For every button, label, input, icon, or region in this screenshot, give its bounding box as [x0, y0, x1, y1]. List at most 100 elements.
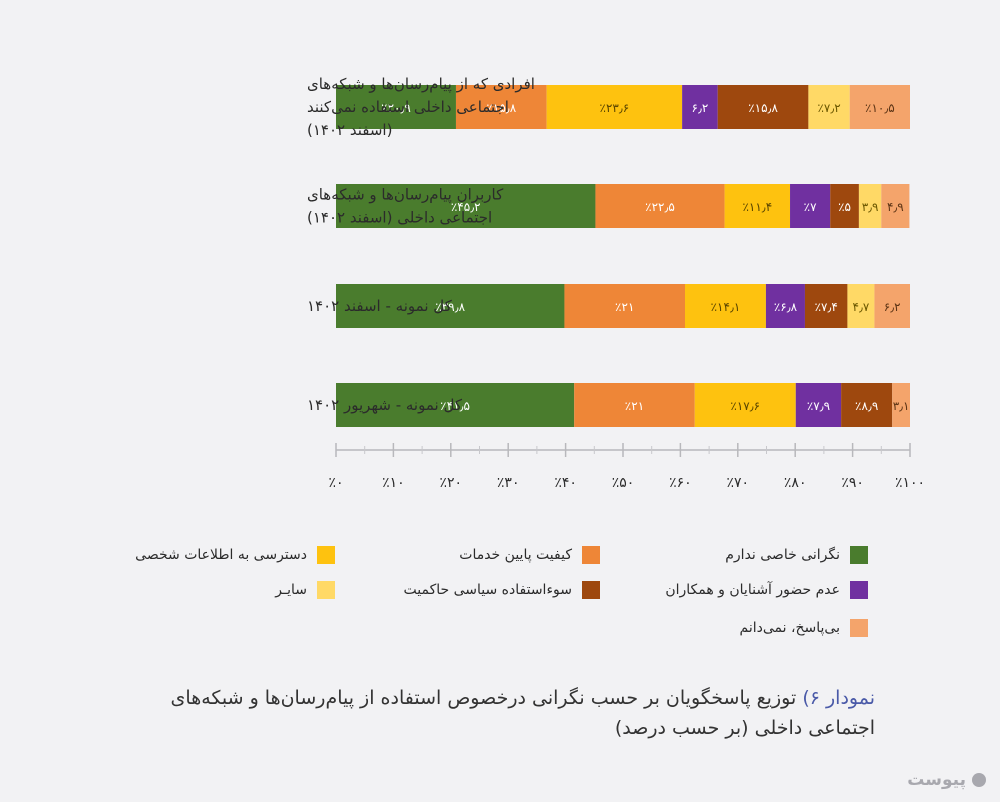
- data-label: ٪۷٫۲: [817, 101, 840, 115]
- bar-segment: [892, 383, 910, 427]
- data-label: ٪۲۳٫۶: [600, 101, 630, 115]
- logo-text: پیوست: [907, 770, 966, 790]
- bar-segment: [682, 85, 718, 129]
- legend-item: بی‌پاسخ، نمی‌دانم: [740, 616, 868, 640]
- category-label: افرادی که از پیام‌رسان‌ها و شبکه‌های: [307, 75, 535, 94]
- bar-segment: [717, 85, 809, 129]
- data-label: ٪۱۴٫۱: [711, 300, 741, 314]
- bar-segment: [874, 284, 910, 328]
- bar-segment: [564, 284, 685, 328]
- x-tick-label: ٪۰: [328, 475, 343, 491]
- legend-label: دسترسی به اطلاعات شخصی: [135, 547, 307, 563]
- data-label: ٪۸٫۹: [855, 399, 878, 413]
- data-label: ٪۱۰٫۵: [865, 101, 895, 115]
- x-tick-label: ٪۵۰: [612, 475, 635, 491]
- legend-label: بی‌پاسخ، نمی‌دانم: [739, 620, 840, 636]
- bar-segment: [336, 85, 456, 129]
- data-label: ٪۱۱٫۴: [742, 200, 772, 214]
- x-tick-label: ٪۹۰: [841, 475, 864, 491]
- bar-segment: [808, 85, 850, 129]
- data-label: ٪۱۷٫۶: [730, 399, 760, 413]
- bar-segment: [765, 284, 805, 328]
- data-label: ٪۷٫۴: [815, 300, 838, 314]
- bar-segment: [858, 184, 882, 228]
- site-logo: پیوست: [907, 770, 986, 790]
- legend-swatch: [317, 581, 335, 599]
- category-label: کل نمونه - اسفند ۱۴۰۲: [307, 297, 453, 315]
- x-tick-label: ٪۱۰۰: [895, 475, 925, 491]
- data-label: ۳٫۱: [893, 399, 910, 413]
- bar-segment: [694, 383, 796, 427]
- bar-segment: [546, 85, 683, 129]
- bar-segment: [790, 184, 831, 228]
- data-label: ٪۳۹٫۸: [435, 300, 465, 314]
- data-label: ٪۶٫۸: [774, 300, 798, 314]
- legend-item: سایـر: [275, 578, 335, 602]
- bar-segment: [336, 184, 596, 228]
- caption-text: توزیع پاسخگویان بر حسب نگرانی درخصوص است…: [170, 687, 875, 739]
- legend-label: سوءاستفاده سیاسی حاکمیت: [403, 582, 572, 598]
- stacked-bar-chart: ٪۲۰٫۹ ٪۱۵٫۸ ٪۲۳٫۶ ۶٫۲ ٪۱۵٫۸ ٪۷٫۲ ٪۱۰٫۵ افرادی ک…: [307, 75, 925, 491]
- bar-segment: [574, 383, 695, 427]
- x-tick-label: ٪۷۰: [727, 475, 750, 491]
- legend-swatch: [582, 581, 600, 599]
- x-tick-label: ٪۸۰: [784, 475, 807, 491]
- bar-segment: [849, 85, 910, 129]
- bar-segment: [795, 383, 842, 427]
- data-label: ٪۲۲٫۵: [645, 200, 675, 214]
- legend-label: نگرانی خاصی ندارم: [725, 547, 840, 563]
- data-label: ٪۴۱٫۵: [440, 399, 470, 413]
- bar-segment: [336, 284, 565, 328]
- data-label: ۴٫۷: [853, 300, 870, 314]
- bar-segment: [724, 184, 791, 228]
- data-label: ٪۲۱: [615, 300, 634, 314]
- circle-logo-icon: [972, 773, 986, 787]
- data-label: ٪۷: [804, 200, 817, 214]
- legend-item: نگرانی خاصی ندارم: [725, 543, 868, 567]
- figure-caption: نمودار ۶) توزیع پاسخگویان بر حسب نگرانی …: [120, 683, 875, 743]
- legend-label: سایـر: [275, 582, 307, 598]
- category-label: اجتماعی داخلی استفاده نمی‌کنند: [307, 98, 509, 116]
- bar-segment: [881, 184, 910, 228]
- bar-segment: [455, 85, 547, 129]
- bar-segment: [841, 383, 893, 427]
- data-label: ٪۲۰٫۹: [381, 101, 411, 115]
- legend-label: عدم حضور آشنایان و همکاران: [665, 582, 840, 598]
- data-label: ٪۱۵٫۸: [486, 101, 516, 115]
- data-label: ٪۱۵٫۸: [748, 101, 778, 115]
- caption-number: نمودار ۶): [802, 687, 875, 709]
- category-label: کاربران پیام‌رسان‌ها و شبکه‌های: [307, 186, 504, 205]
- bar-segment: [830, 184, 859, 228]
- legend-swatch: [850, 581, 868, 599]
- category-label: کل نمونه - شهریور ۱۴۰۲: [307, 396, 463, 414]
- bar-segment: [847, 284, 875, 328]
- bar-segment: [336, 383, 575, 427]
- data-label: ۶٫۲: [884, 300, 901, 314]
- category-label: اجتماعی داخلی (اسفند ۱۴۰۲): [307, 209, 492, 227]
- legend-item: سوءاستفاده سیاسی حاکمیت: [404, 578, 600, 602]
- data-label: ۶٫۲: [692, 101, 709, 115]
- data-label: ٪۴۵٫۲: [451, 200, 481, 214]
- legend-swatch: [850, 619, 868, 637]
- x-tick-label: ٪۴۰: [554, 475, 577, 491]
- legend-swatch: [317, 546, 335, 564]
- legend-item: دسترسی به اطلاعات شخصی: [135, 543, 335, 567]
- legend-item: عدم حضور آشنایان و همکاران: [665, 578, 868, 602]
- legend-swatch: [582, 546, 600, 564]
- x-tick-label: ٪۲۰: [440, 475, 463, 491]
- data-label: ۴٫۹: [887, 200, 904, 214]
- data-label: ٪۵: [838, 200, 851, 214]
- legend-label: کیفیت پایین خدمات: [459, 547, 572, 563]
- data-label: ۳٫۹: [862, 200, 879, 214]
- legend-item: کیفیت پایین خدمات: [459, 543, 600, 567]
- x-tick-label: ٪۳۰: [497, 475, 520, 491]
- legend-swatch: [850, 546, 868, 564]
- x-tick-label: ٪۱۰: [382, 475, 405, 491]
- x-tick-label: ٪۶۰: [669, 475, 692, 491]
- data-label: ٪۲۱: [625, 399, 644, 413]
- category-label: (اسفند ۱۴۰۲): [307, 121, 392, 139]
- bar-segment: [595, 184, 725, 228]
- data-label: ٪۷٫۹: [807, 399, 830, 413]
- bar-segment: [804, 284, 848, 328]
- bar-segment: [684, 284, 766, 328]
